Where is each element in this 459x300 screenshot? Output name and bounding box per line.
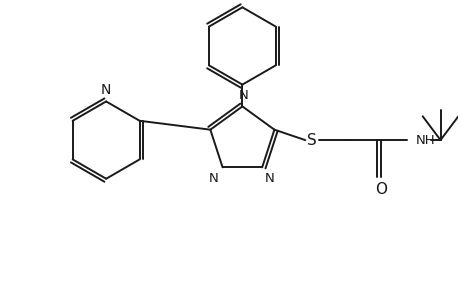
Text: O: O [374, 182, 386, 197]
Text: S: S [306, 133, 316, 148]
Text: N: N [208, 172, 218, 185]
Text: NH: NH [415, 134, 434, 147]
Text: N: N [264, 172, 274, 185]
Text: N: N [238, 89, 248, 102]
Text: N: N [101, 83, 111, 98]
